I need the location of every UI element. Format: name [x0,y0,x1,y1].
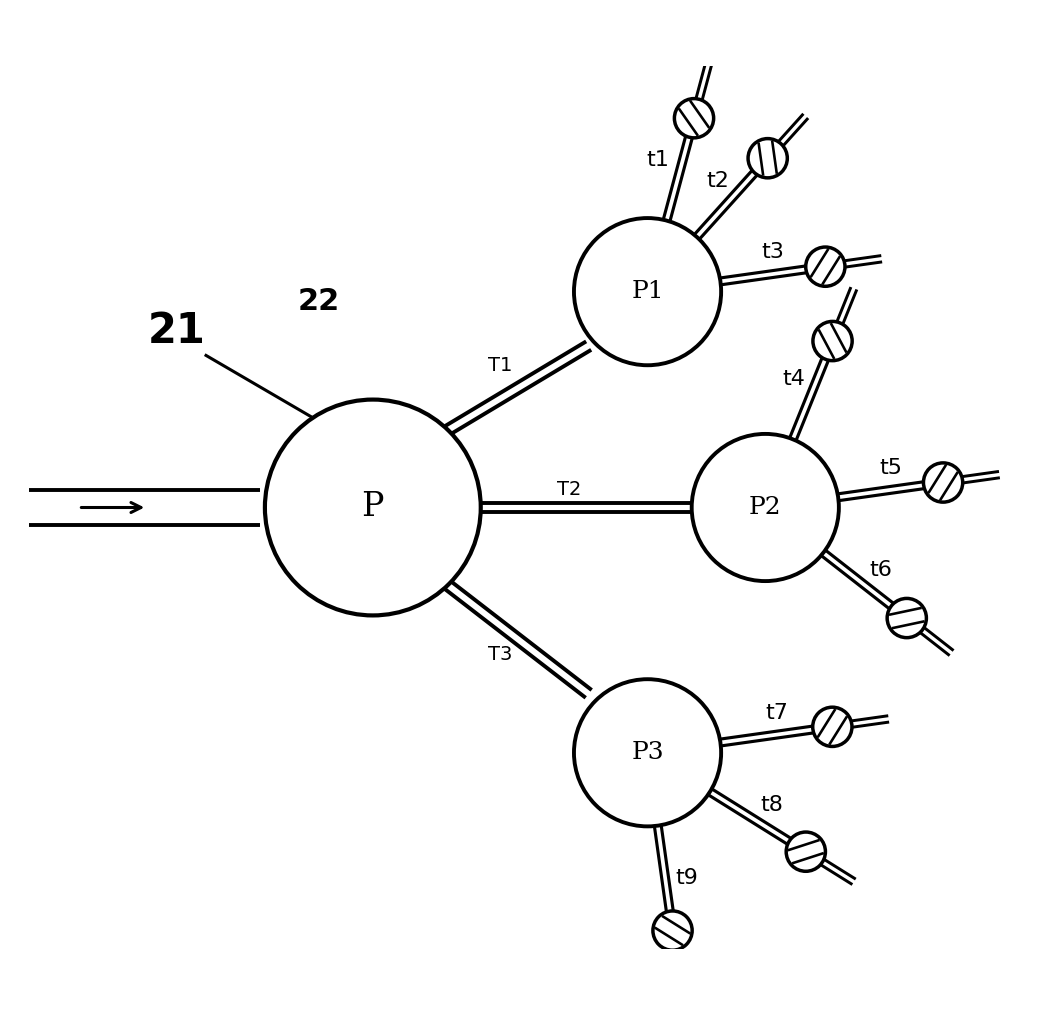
Text: 21: 21 [148,310,206,352]
Text: T3: T3 [488,646,513,664]
Text: T1: T1 [488,355,513,375]
Circle shape [813,322,852,360]
Text: T2: T2 [556,480,581,499]
Circle shape [653,910,693,950]
Text: t6: t6 [869,560,892,581]
Circle shape [748,139,787,178]
Circle shape [692,434,839,581]
Text: t3: t3 [761,243,784,262]
Text: t4: t4 [782,369,805,390]
Text: P2: P2 [749,496,782,519]
Circle shape [574,218,721,365]
Text: 22: 22 [297,287,340,316]
Circle shape [887,599,927,637]
Text: t7: t7 [765,702,788,723]
Circle shape [812,707,852,746]
Text: P3: P3 [631,741,664,764]
Text: t2: t2 [707,171,730,191]
Circle shape [924,463,963,502]
Text: t1: t1 [646,150,669,171]
Circle shape [674,98,713,138]
Circle shape [265,400,480,615]
Text: t9: t9 [676,868,699,888]
Circle shape [574,679,721,826]
Circle shape [806,247,844,286]
Text: P: P [362,491,384,524]
Text: P1: P1 [631,280,664,303]
Text: t5: t5 [879,458,902,478]
Text: t8: t8 [760,795,783,815]
Circle shape [786,832,826,871]
